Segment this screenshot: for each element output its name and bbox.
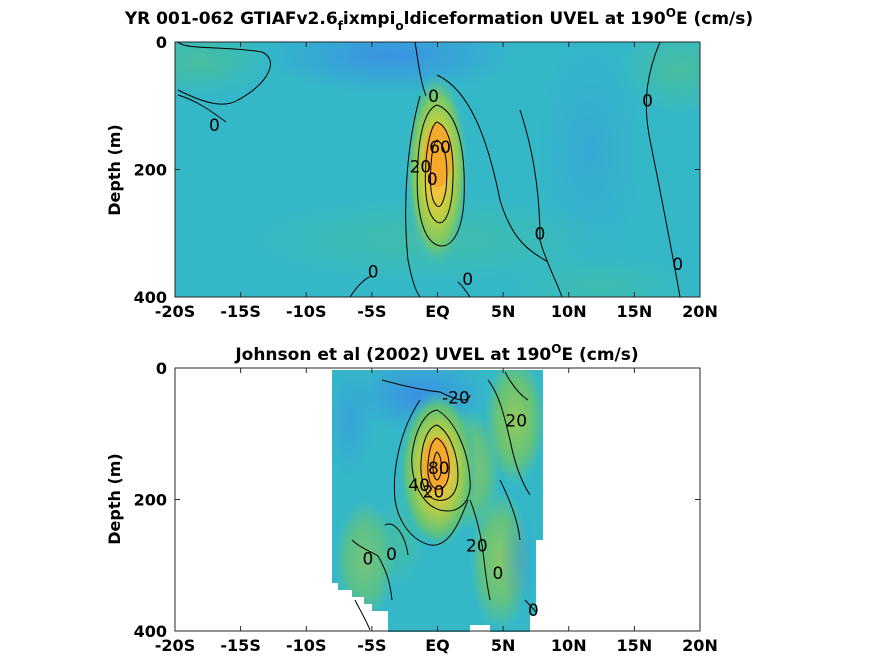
top-x-tick-label: -15S — [220, 302, 260, 321]
top-y-tick-label: 0 — [156, 33, 167, 52]
bottom-x-tick-label: 15N — [617, 636, 653, 655]
bottom-x-tick-label: 20N — [682, 636, 718, 655]
bottom-x-tick-label: -15S — [220, 636, 260, 655]
bottom-contour-label: 20 — [505, 412, 527, 432]
top-x-tick-label: -20S — [155, 302, 195, 321]
top-y-axis-label: Depth (m) — [105, 124, 124, 216]
bottom-x-tick-label: 5N — [491, 636, 516, 655]
top-y-tick-label: 200 — [134, 161, 167, 180]
bottom-contour-label: 0 — [386, 545, 397, 565]
bottom-contour-label: 40 — [408, 476, 430, 496]
top-contour-label: 0 — [368, 263, 379, 283]
bottom-y-axis-label: Depth (m) — [105, 453, 124, 545]
top-x-tick-label: -10S — [286, 302, 326, 321]
bottom-y-tick-label: 200 — [134, 491, 167, 510]
top-title: YR 001-062 GTIAFv2.6fixmpioldiceformatio… — [124, 6, 753, 33]
top-x-tick-label: EQ — [425, 302, 450, 321]
bottom-x-tick-label: -20S — [155, 636, 195, 655]
top-x-tick-label: 10N — [551, 302, 587, 321]
bottom-contour-label: 0 — [363, 550, 374, 570]
bottom-x-tick-label: -10S — [286, 636, 326, 655]
bottom-contour-label: 20 — [423, 483, 445, 503]
bottom-x-tick-label: EQ — [425, 636, 450, 655]
bottom-panel: Johnson et al (2002) UVEL at 190OE (cm/s… — [105, 342, 718, 655]
top-x-tick-label: 5N — [491, 302, 516, 321]
top-contour-label: 0 — [428, 87, 439, 107]
top-contour-label: 0 — [534, 224, 545, 244]
top-contour-label: 0 — [672, 255, 683, 275]
top-x-tick-label: 15N — [617, 302, 653, 321]
bottom-title: Johnson et al (2002) UVEL at 190OE (cm/s… — [234, 342, 638, 365]
bottom-contour-label: 80 — [428, 459, 450, 479]
bottom-x-tick-label: -5S — [357, 636, 386, 655]
top-contour-label: 0 — [462, 270, 473, 290]
top-heatmap — [175, 42, 700, 297]
bottom-y-tick-label: 400 — [134, 622, 167, 641]
bottom-contour-label: -20 — [442, 389, 470, 409]
bottom-y-tick-label: 0 — [156, 359, 167, 378]
bottom-x-tick-label: 10N — [551, 636, 587, 655]
top-x-tick-label: 20N — [682, 302, 718, 321]
top-contours — [177, 42, 681, 297]
bottom-contour-label: 0 — [528, 601, 539, 621]
top-panel: YR 001-062 GTIAFv2.6fixmpioldiceformatio… — [105, 6, 753, 321]
top-contour-label: 20 — [410, 157, 432, 177]
top-contour-label: 60 — [429, 138, 451, 158]
bottom-missing-data — [332, 540, 543, 632]
top-contour-label: 0 — [427, 170, 438, 190]
bottom-contour-label: 20 — [466, 537, 488, 557]
bottom-contour-label: 0 — [492, 564, 503, 584]
top-contour-label: 0 — [209, 116, 220, 136]
top-x-tick-label: -5S — [357, 302, 386, 321]
bottom-contours — [351, 371, 537, 631]
top-contour-label: 0 — [642, 92, 653, 112]
top-y-tick-label: 400 — [134, 288, 167, 307]
